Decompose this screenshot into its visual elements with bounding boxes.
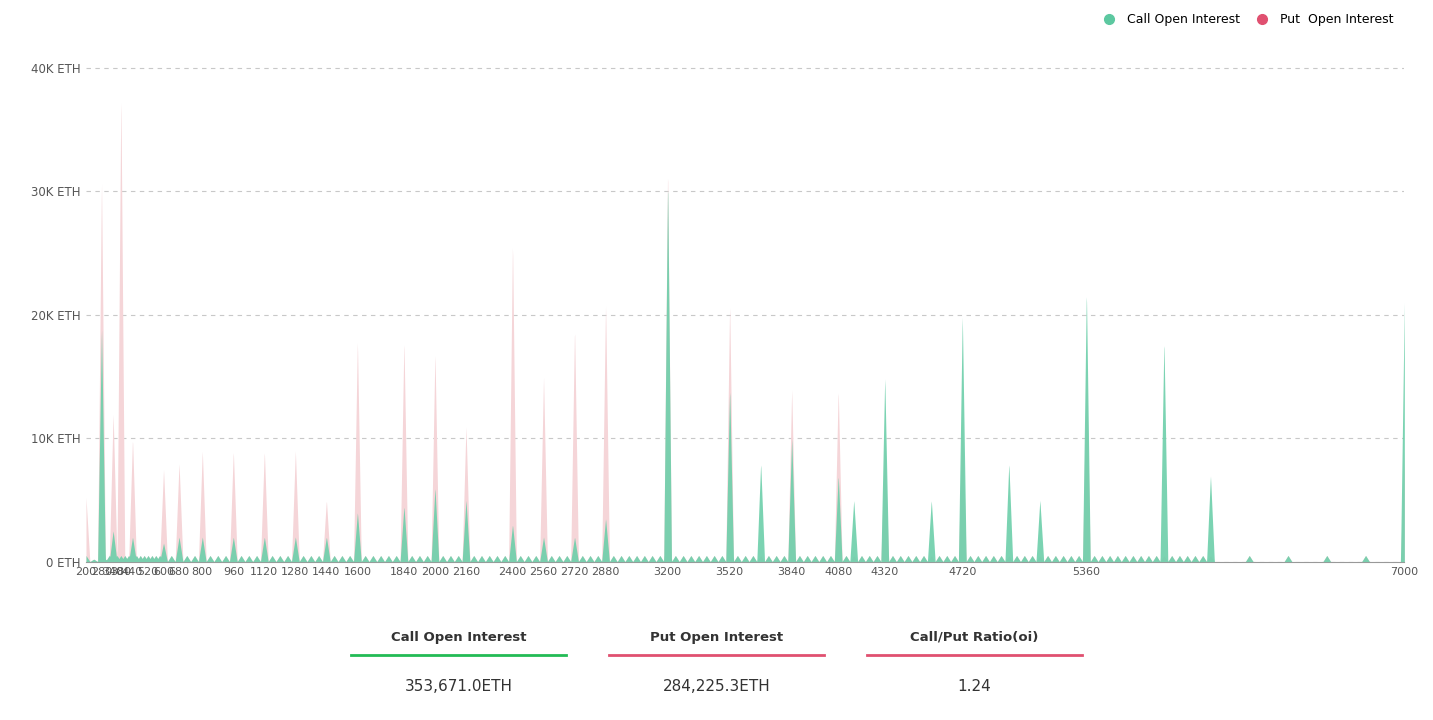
Text: 353,671.0ETH: 353,671.0ETH <box>404 679 513 694</box>
Text: 284,225.3ETH: 284,225.3ETH <box>662 679 771 694</box>
Legend: Call Open Interest, Put  Open Interest: Call Open Interest, Put Open Interest <box>1092 8 1399 31</box>
Text: Put Open Interest: Put Open Interest <box>651 631 782 644</box>
Text: 1.24: 1.24 <box>957 679 992 694</box>
Text: Call/Put Ratio(oi): Call/Put Ratio(oi) <box>910 631 1039 644</box>
Text: Call Open Interest: Call Open Interest <box>391 631 526 644</box>
